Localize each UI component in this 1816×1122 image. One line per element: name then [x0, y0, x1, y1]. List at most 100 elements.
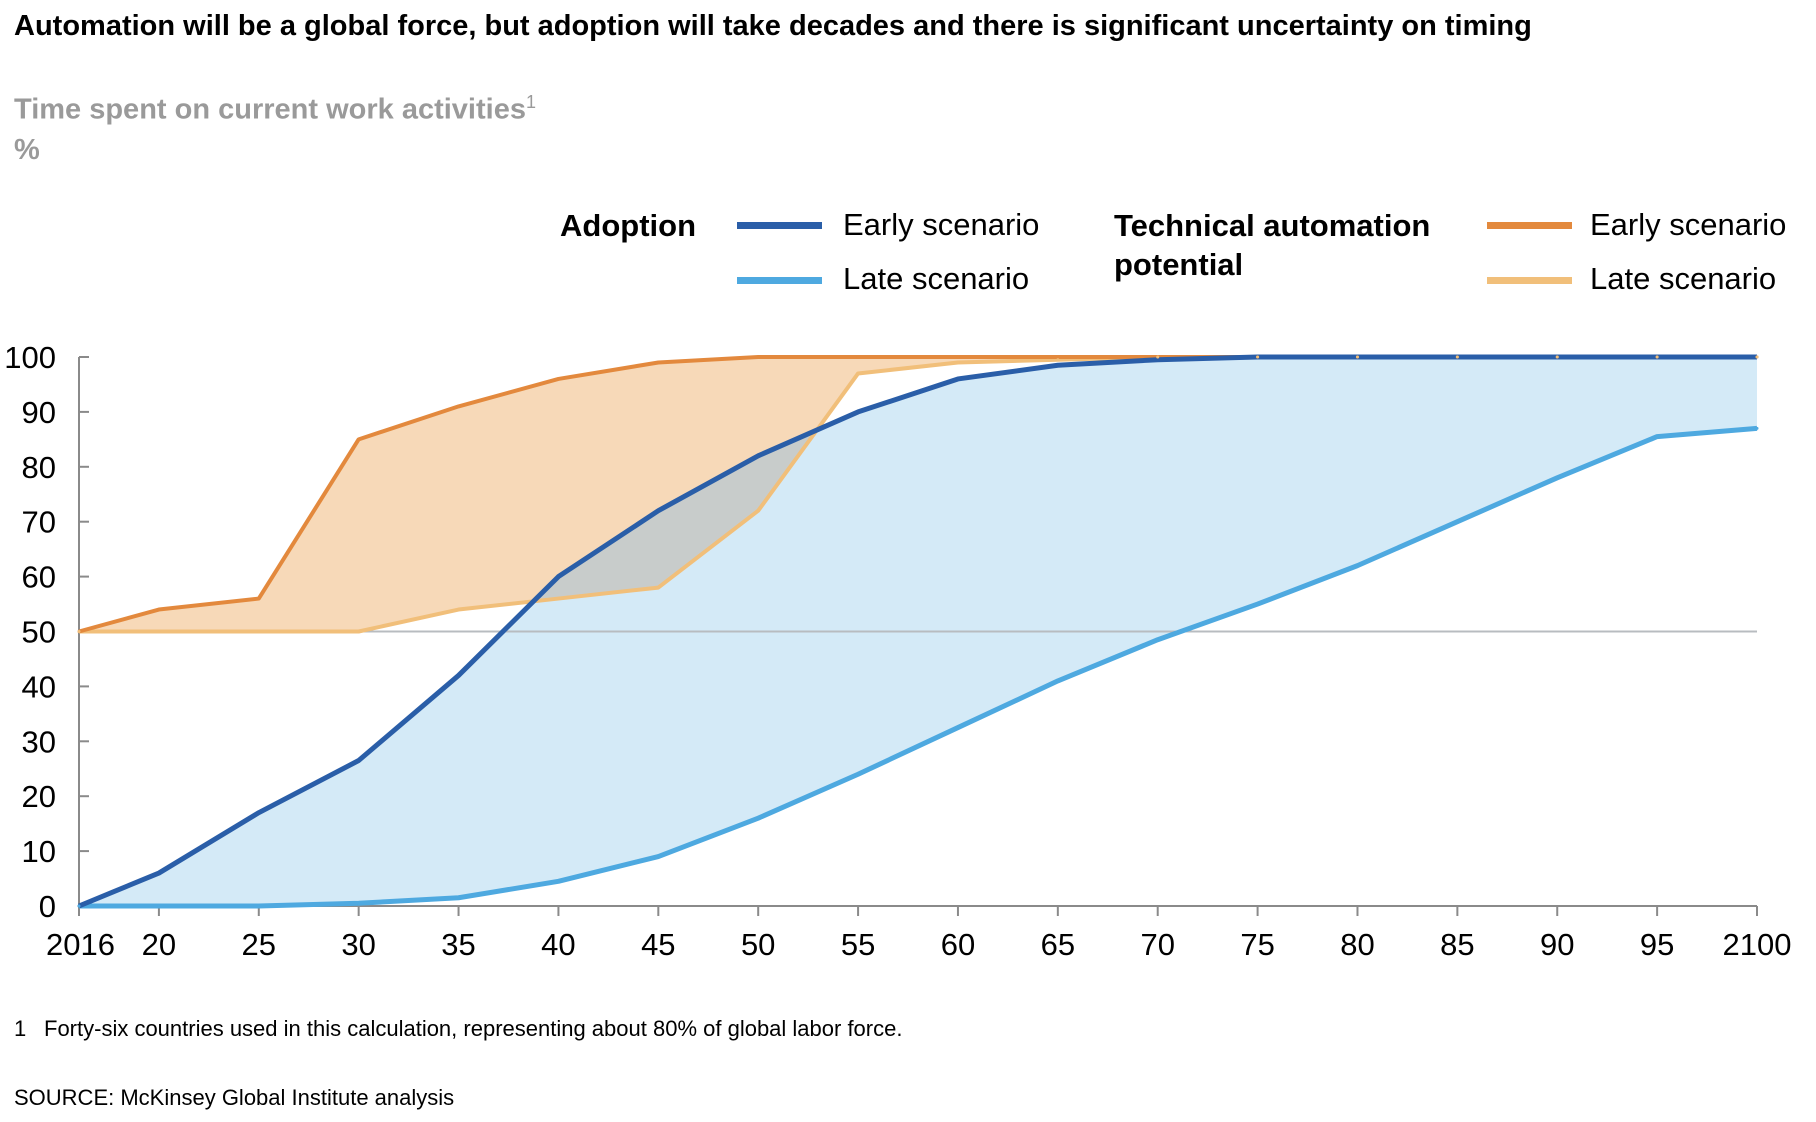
point-technical-late: [457, 608, 461, 612]
point-technical-early: [756, 355, 760, 359]
point-technical-early: [1056, 355, 1060, 359]
point-adoption-early: [856, 410, 860, 414]
point-technical-early: [157, 608, 161, 612]
point-technical-early: [856, 355, 860, 359]
point-adoption-early: [457, 673, 461, 677]
x-tick-label: 25: [242, 927, 276, 962]
point-technical-late: [1056, 358, 1060, 362]
x-tick-label: 95: [1640, 927, 1674, 962]
legend-heading-technical: Technical automation potential: [1114, 206, 1430, 284]
x-tick-label: 20: [142, 927, 176, 962]
source-note: SOURCE: McKinsey Global Institute analys…: [14, 1085, 455, 1110]
legend-swatch-technical-early: [1487, 222, 1572, 229]
footnote-text: Forty-six countries used in this calcula…: [44, 1016, 903, 1041]
point-adoption-early: [357, 759, 361, 763]
unit-label: %: [14, 134, 40, 166]
legend-label-technical-early: Early scenario: [1590, 207, 1787, 242]
point-adoption-late: [1156, 638, 1160, 642]
point-technical-late: [656, 586, 660, 590]
point-adoption-late: [357, 901, 361, 905]
point-adoption-early: [756, 454, 760, 458]
y-tick-label: 90: [22, 395, 56, 430]
footnote: 1 Forty-six countries used in this calcul…: [14, 1016, 902, 1042]
x-tick-label: 50: [741, 927, 775, 962]
legend-heading-technical-line2: potential: [1114, 247, 1244, 282]
point-adoption-early: [1156, 358, 1160, 362]
point-technical-late: [1355, 355, 1359, 359]
x-tick-label: 70: [1140, 927, 1174, 962]
point-technical-late: [856, 371, 860, 375]
point-adoption-late: [257, 904, 261, 908]
point-technical-late: [357, 630, 361, 633]
x-tick-label: 30: [341, 927, 375, 962]
point-adoption-early: [1056, 363, 1060, 367]
point-technical-early: [457, 404, 461, 408]
point-technical-late: [1256, 355, 1260, 359]
x-tick-label: 90: [1540, 927, 1574, 962]
y-tick-label: 20: [22, 779, 56, 814]
subtitle-text: Time spent on current work activities: [14, 93, 526, 126]
point-technical-late: [1755, 355, 1759, 359]
footnote-marker: 1: [14, 1016, 27, 1041]
x-tick-label: 80: [1340, 927, 1374, 962]
point-technical-late: [1455, 355, 1459, 359]
point-technical-early: [257, 597, 261, 601]
point-technical-late: [1156, 355, 1160, 359]
point-technical-late: [956, 360, 960, 364]
chart-subtitle: Time spent on current work activities1: [14, 92, 536, 127]
point-adoption-early: [257, 811, 261, 815]
point-adoption-late: [157, 904, 161, 908]
subtitle-footnote-marker: 1: [525, 92, 536, 112]
y-tick-label: 30: [22, 724, 56, 759]
point-adoption-late: [457, 896, 461, 900]
legend-label-adoption-late: Late scenario: [843, 261, 1030, 296]
chart-title: Automation will be a global force, but a…: [14, 10, 1532, 42]
x-tick-label: 40: [541, 927, 575, 962]
point-technical-late: [157, 630, 161, 633]
point-adoption-early: [656, 509, 660, 513]
point-technical-early: [357, 437, 361, 441]
point-adoption-early: [956, 377, 960, 381]
point-adoption-late: [1256, 602, 1260, 606]
x-tick-label: 2100: [1723, 927, 1792, 962]
x-tick-label: 60: [941, 927, 975, 962]
x-tick-label: 75: [1240, 927, 1274, 962]
point-adoption-late: [1755, 426, 1759, 430]
point-technical-late: [1655, 355, 1659, 359]
x-tick-label: 85: [1440, 927, 1474, 962]
point-technical-early: [956, 355, 960, 359]
legend-label-adoption-early: Early scenario: [843, 207, 1040, 242]
legend-swatch-technical-late: [1487, 277, 1572, 284]
point-technical-late: [257, 630, 261, 633]
y-tick-label: 70: [22, 505, 56, 540]
y-tick-label: 80: [22, 450, 56, 485]
point-adoption-late: [1455, 520, 1459, 524]
technical-potential-band: [79, 357, 1757, 632]
y-tick-label: 50: [22, 615, 56, 650]
y-tick-label: 0: [39, 889, 56, 924]
point-adoption-early: [157, 871, 161, 875]
legend-heading-technical-line1: Technical automation: [1114, 208, 1431, 243]
y-tick-label: 40: [22, 669, 56, 704]
point-adoption-late: [756, 816, 760, 820]
point-technical-late: [1555, 355, 1559, 359]
point-adoption-late: [556, 879, 560, 883]
point-adoption-late: [856, 772, 860, 776]
point-adoption-late: [956, 726, 960, 730]
y-tick-label: 10: [22, 834, 56, 869]
point-adoption-late: [1655, 435, 1659, 439]
point-technical-early: [556, 377, 560, 381]
legend-swatch-adoption-early: [737, 222, 822, 229]
point-technical-late: [556, 597, 560, 601]
x-tick-label: 65: [1041, 927, 1075, 962]
point-technical-late: [77, 630, 81, 633]
point-technical-early: [656, 360, 660, 364]
point-adoption-late: [1555, 476, 1559, 480]
point-adoption-late: [1056, 679, 1060, 683]
x-tick-label: 55: [841, 927, 875, 962]
x-tick-label: 2016: [46, 927, 115, 962]
point-adoption-late: [1355, 564, 1359, 568]
point-adoption-late: [656, 855, 660, 859]
point-technical-late: [756, 509, 760, 513]
